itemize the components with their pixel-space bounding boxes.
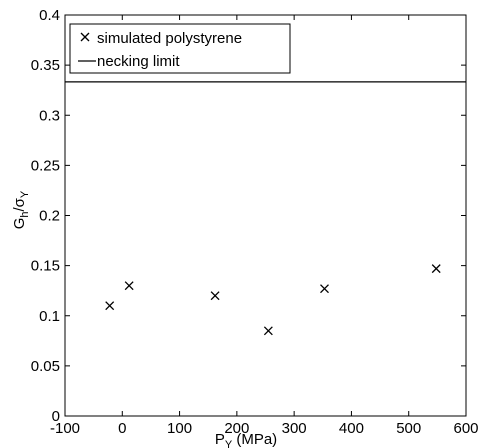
legend-label-simulated-polystyrene: simulated polystyrene <box>97 30 242 47</box>
y-tick-label: 0.35 <box>31 57 60 74</box>
legend-label-necking-limit: necking limit <box>97 53 180 70</box>
x-tick-label: 100 <box>167 420 192 437</box>
y-axis-label: Gh/σY <box>11 190 31 229</box>
y-tick-label: 0.1 <box>39 308 60 325</box>
data-point <box>210 291 220 301</box>
y-tick-label: 0.25 <box>31 157 60 174</box>
axis-ticks: -100 0 100 200 300 400 500 60000.050.10.150.20.… <box>31 7 479 437</box>
simulated-polystyrene-series <box>105 264 441 336</box>
data-point <box>124 281 134 291</box>
data-point <box>320 284 329 294</box>
data-point <box>105 301 115 311</box>
y-tick-label: 0.4 <box>39 7 60 24</box>
legend: simulated polystyrene necking limit <box>69 23 291 74</box>
y-tick-label: 0.15 <box>31 258 60 275</box>
x-tick-label: 600 <box>453 420 478 437</box>
x-tick-label: 0 <box>118 420 126 437</box>
y-tick-label: 0.05 <box>31 358 60 375</box>
x-tick-label: -100 <box>50 420 80 437</box>
y-tick-label: 0 <box>52 408 60 425</box>
y-tick-label: 0.3 <box>39 107 60 124</box>
plot-frame <box>64 14 467 417</box>
data-point <box>431 264 441 274</box>
data-point <box>263 326 273 336</box>
x-tick-label: 300 <box>282 420 307 437</box>
x-tick-label: 200 <box>224 420 249 437</box>
legend-box <box>69 23 291 74</box>
x-tick-label: 400 <box>339 420 364 437</box>
x-axis-label: PY (MPa) <box>215 431 277 448</box>
plot-area <box>64 14 467 417</box>
legend-marker-simulated-polystyrene <box>80 32 90 42</box>
y-tick-label: 0.2 <box>39 208 60 225</box>
x-tick-label: 500 <box>396 420 421 437</box>
